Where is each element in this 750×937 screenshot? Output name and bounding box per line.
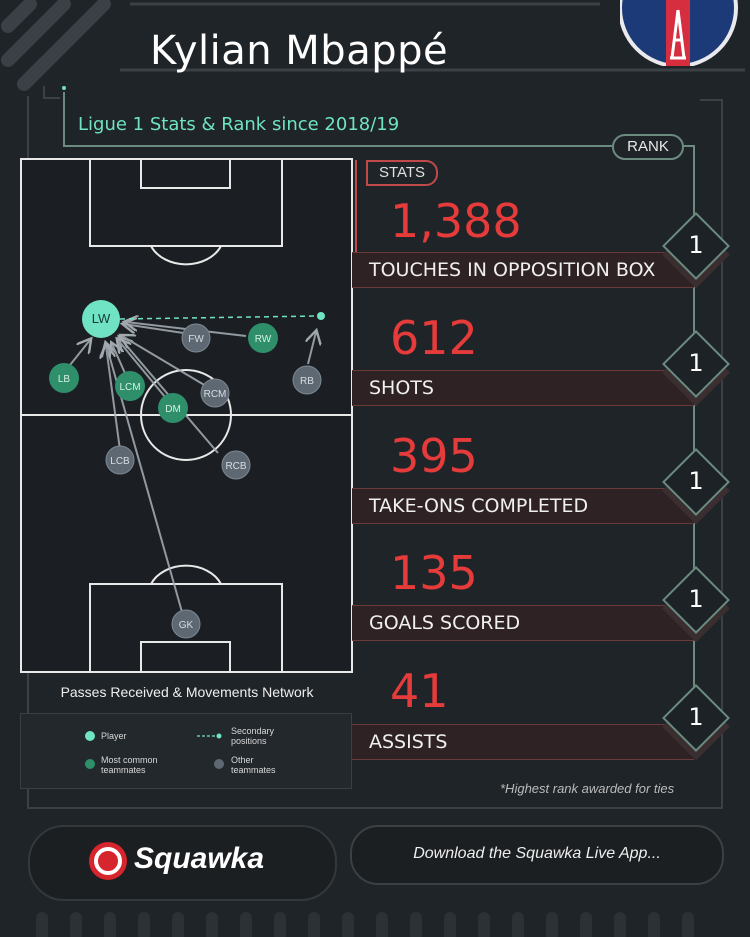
- teammate-node-lb: [49, 363, 79, 393]
- teammate-node-rcb: [221, 450, 251, 480]
- teammate-node-lcb: [105, 445, 135, 475]
- ranking-footnote: *Highest rank awarded for ties: [500, 781, 675, 796]
- node-label-lcm: LCM: [119, 382, 140, 393]
- node-label-lb: LB: [58, 374, 71, 385]
- node-label-lcb: LCB: [110, 456, 130, 467]
- rank-value-goals: 1: [688, 585, 704, 613]
- stat-value-takeons: 395: [390, 429, 478, 483]
- secondary-position-dot: [317, 312, 325, 320]
- legend-player-label: Player: [101, 731, 127, 741]
- rank-value-shots: 1: [688, 349, 704, 377]
- stat-value-touches: 1,388: [390, 194, 522, 248]
- pass-arrow: [122, 336, 207, 387]
- teammate-node-fw: [181, 323, 211, 353]
- squawka-logo-icon: [89, 842, 127, 880]
- stat-bar-takeons: TAKE-ONS COMPLETED: [352, 488, 694, 524]
- legend-other-label: Other teammates: [231, 755, 276, 775]
- stat-value-assists: 41: [390, 664, 449, 718]
- legend-other-marker: [214, 759, 224, 769]
- node-label-rcb: RCB: [225, 461, 246, 472]
- stat-bar-shots: SHOTS: [352, 370, 694, 406]
- pitch-legend: Player Secondary positions Most common t…: [20, 713, 352, 789]
- node-label-fw: FW: [188, 334, 204, 345]
- pitch-caption: Passes Received & Movements Network: [60, 684, 314, 700]
- stat-value-goals: 135: [390, 546, 478, 600]
- pitch-network-diagram: LW FW RW LB LCM RCM RB DM LCB RCB GK: [20, 158, 353, 673]
- stat-value-shots: 612: [390, 311, 478, 365]
- stat-bar-goals: GOALS SCORED: [352, 605, 694, 641]
- legend-secondary-label: Secondary positions: [231, 726, 275, 746]
- rank-value-touches: 1: [688, 231, 704, 259]
- pass-arrow: [106, 346, 121, 451]
- rank-value-assists: 1: [688, 703, 704, 731]
- player-name-title: Kylian Mbappé: [150, 28, 449, 74]
- club-crest-logo: [620, 0, 738, 66]
- stat-bar-touches: TOUCHES IN OPPOSITION BOX: [352, 252, 694, 288]
- stat-label-goals: GOALS SCORED: [369, 612, 521, 634]
- node-label-rw: RW: [255, 334, 272, 345]
- brand-name: Squawka: [134, 842, 265, 875]
- node-label-gk: GK: [179, 620, 194, 631]
- player-node-lw: [82, 300, 120, 338]
- brand-panel: [28, 825, 337, 901]
- teammate-node-lcm: [115, 371, 145, 401]
- node-label-lw: LW: [92, 311, 111, 326]
- secondary-position-line: [119, 315, 319, 320]
- pass-arrow: [308, 332, 316, 365]
- legend-common-marker: [85, 759, 95, 769]
- stats-column-label: STATS: [366, 160, 438, 186]
- download-app-label[interactable]: Download the Squawka Live App...: [413, 845, 661, 862]
- section-subtitle: Ligue 1 Stats & Rank since 2018/19: [78, 114, 400, 135]
- stat-label-touches: TOUCHES IN OPPOSITION BOX: [369, 259, 656, 281]
- rank-value-takeons: 1: [688, 467, 704, 495]
- teammate-node-rw: [248, 323, 278, 353]
- teammate-node-dm: [158, 393, 188, 423]
- node-label-dm: DM: [165, 404, 181, 415]
- node-label-rb: RB: [300, 376, 314, 387]
- rank-column-label: RANK: [612, 134, 684, 160]
- stat-label-takeons: TAKE-ONS COMPLETED: [369, 495, 589, 517]
- legend-markers: [85, 731, 224, 769]
- stat-bar-assists: ASSISTS: [352, 724, 694, 760]
- teammate-node-rcm: [200, 378, 230, 408]
- stat-label-shots: SHOTS: [369, 377, 434, 399]
- teammate-node-gk: [171, 609, 201, 639]
- legend-player-marker: [85, 731, 95, 741]
- node-label-rcm: RCM: [204, 389, 227, 400]
- download-app-button[interactable]: [350, 825, 724, 885]
- stat-label-assists: ASSISTS: [369, 731, 448, 753]
- legend-common-label: Most common teammates: [101, 755, 158, 775]
- pass-arrow: [118, 340, 171, 404]
- teammate-node-rb: [292, 365, 322, 395]
